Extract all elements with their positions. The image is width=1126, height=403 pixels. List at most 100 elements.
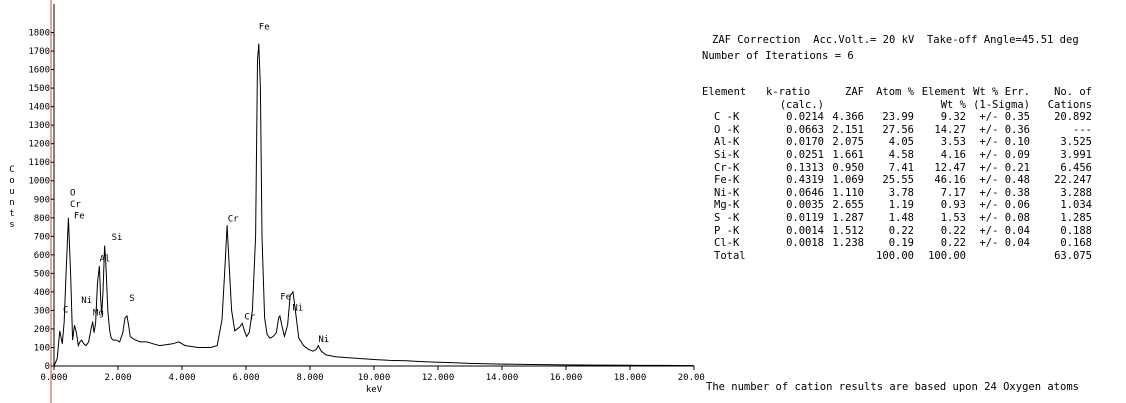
table-row: O -K 0.0663 2.151 27.56 14.27 +/- 0.36 --- xyxy=(702,124,1092,137)
peak-label: Fe xyxy=(280,292,291,302)
table-cell: +/- 0.35 xyxy=(979,111,1030,124)
col-header: Atom % xyxy=(876,86,914,98)
peak-label: Ni xyxy=(292,303,303,313)
peak-label: S xyxy=(129,294,134,304)
table-cell: +/- 0.36 xyxy=(979,123,1030,136)
table-cell: 1.48 xyxy=(888,211,914,224)
table-cell: 0.4319 xyxy=(786,174,824,187)
table-cell: 0.22 xyxy=(940,224,966,237)
table-cell: 0.0035 xyxy=(786,199,824,212)
table-cell xyxy=(824,250,864,263)
table-cell: Total xyxy=(714,249,746,262)
table-cell: Si-K xyxy=(714,148,740,161)
table-cell: 63.075 xyxy=(1054,249,1092,262)
y-axis-title-letter: s xyxy=(9,220,14,230)
peak-label: Ni xyxy=(318,335,329,345)
col-subheader: Cations xyxy=(1047,98,1092,111)
table-cell: 100.00 xyxy=(876,249,914,262)
zaf-header-line: ZAF Correction Acc.Volt.= 20 kV Take-off… xyxy=(712,34,1079,46)
table-cell: 0.0018 xyxy=(786,237,824,250)
peak-label: Mg xyxy=(93,309,104,319)
table-row: Al-K 0.0170 2.075 4.05 3.53 +/- 0.10 3.525 xyxy=(702,136,1092,149)
col-subheader: (calc.) xyxy=(779,98,824,111)
table-cell: 0.0251 xyxy=(786,148,824,161)
y-tick-label: 1500 xyxy=(28,84,50,94)
y-tick-label: 600 xyxy=(34,251,50,261)
peak-label: Si xyxy=(112,233,123,243)
x-tick-label: 12.000 xyxy=(422,373,455,383)
table-cell: 0.22 xyxy=(888,224,914,237)
table-row: Total 100.00 100.00 63.075 xyxy=(702,250,1092,263)
table-cell: 100.00 xyxy=(928,249,966,262)
table-cell: O -K xyxy=(714,123,740,136)
y-tick-label: 800 xyxy=(34,214,50,224)
y-tick-label: 1700 xyxy=(28,47,50,57)
table-cell: 4.05 xyxy=(888,136,914,149)
y-tick-label: 900 xyxy=(34,195,50,205)
table-cell: 3.53 xyxy=(940,136,966,149)
peak-label: Cr xyxy=(244,313,255,323)
table-cell: S -K xyxy=(714,211,740,224)
table-cell: 27.56 xyxy=(882,123,914,136)
x-tick-label: 10.000 xyxy=(358,373,391,383)
col-subheader: (1-Sigma) xyxy=(973,98,1030,111)
y-tick-label: 400 xyxy=(34,288,50,298)
table-cell: 20.892 xyxy=(1054,111,1092,124)
table-header-row-1: Element k-ratio ZAF Atom % Element Wt % … xyxy=(702,86,1092,99)
y-tick-label: 300 xyxy=(34,306,50,316)
y-tick-label: 1600 xyxy=(28,66,50,76)
y-tick-label: 700 xyxy=(34,232,50,242)
table-cell: Mg-K xyxy=(714,199,740,212)
table-cell: +/- 0.08 xyxy=(979,211,1030,224)
table-cell: P -K xyxy=(714,224,740,237)
table-row: Cl-K 0.0018 1.238 0.19 0.22 +/- 0.04 0.168 xyxy=(702,237,1092,250)
table-cell: 7.17 xyxy=(940,186,966,199)
table-cell: 1.661 xyxy=(832,148,864,161)
peak-label: Fe xyxy=(74,212,85,222)
table-cell: C -K xyxy=(714,111,740,124)
table-cell: 4.16 xyxy=(940,148,966,161)
table-row: Fe-K 0.4319 1.069 25.55 46.16 +/- 0.48 22.247 xyxy=(702,174,1092,187)
table-cell: 14.27 xyxy=(934,123,966,136)
col-header: Element xyxy=(702,86,747,98)
table-cell: 1.19 xyxy=(888,199,914,212)
table-cell: +/- 0.04 xyxy=(979,237,1030,250)
table-cell: 25.55 xyxy=(882,174,914,187)
col-subheader xyxy=(864,99,914,112)
table-row: Cr-K 0.1313 0.950 7.41 12.47 +/- 0.21 6.456 xyxy=(702,162,1092,175)
col-header: Element xyxy=(921,86,966,98)
spectrum-series-line xyxy=(53,43,695,367)
cation-basis-note: The number of cation results are based u… xyxy=(706,381,1079,393)
peak-label: Ni xyxy=(81,296,92,306)
x-tick-label: 16.000 xyxy=(550,373,583,383)
table-cell: 0.93 xyxy=(940,199,966,212)
table-cell: +/- 0.09 xyxy=(979,148,1030,161)
x-axis: 0.000 2.000 4.000 6.000 8.000 10.000 12.000 14.… xyxy=(40,365,705,383)
y-axis-title-letter: o xyxy=(9,176,14,186)
y-axis-title-letter: n xyxy=(9,198,14,208)
table-cell: 2.655 xyxy=(832,199,864,212)
table-cell: 1.53 xyxy=(940,211,966,224)
table-cell: +/- 0.38 xyxy=(979,186,1030,199)
table-row: P -K 0.0014 1.512 0.22 0.22 +/- 0.04 0.188 xyxy=(702,225,1092,238)
table-cell: 9.32 xyxy=(940,111,966,124)
table-cell: 4.58 xyxy=(888,148,914,161)
x-tick-label: 4.000 xyxy=(168,373,195,383)
table-cell: 1.034 xyxy=(1060,199,1092,212)
x-tick-label: 18.000 xyxy=(614,373,647,383)
table-cell: 46.16 xyxy=(934,174,966,187)
table-cell xyxy=(762,250,824,263)
col-header: Wt % Err. xyxy=(973,86,1030,98)
y-axis: 0 100 200 300 400 500 600 700 800 900 1000 1100 1200… xyxy=(28,4,55,372)
col-header: k-ratio xyxy=(766,86,811,98)
table-cell: 0.950 xyxy=(832,161,864,174)
table-cell: 3.525 xyxy=(1060,136,1092,149)
table-cell: +/- 0.21 xyxy=(979,161,1030,174)
col-subheader: Wt % xyxy=(940,98,966,111)
y-axis-title-letter: C xyxy=(9,165,14,175)
table-cell: 1.069 xyxy=(832,174,864,187)
table-cell: 0.0646 xyxy=(786,186,824,199)
table-cell: 3.288 xyxy=(1060,186,1092,199)
